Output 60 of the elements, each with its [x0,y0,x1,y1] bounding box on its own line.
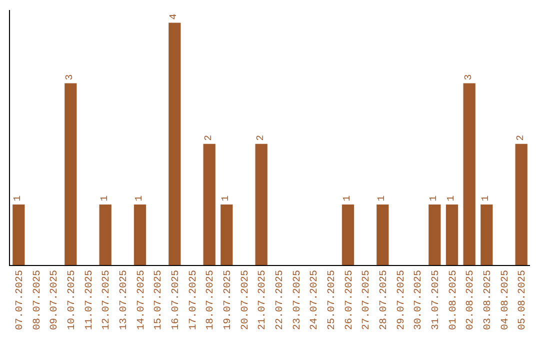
data-label: 1 [377,195,388,202]
data-label: 1 [429,195,440,202]
x-tick-label: 29.07.2025 [396,270,408,330]
x-tick-label: 12.07.2025 [102,270,113,330]
x-tick-label: 23.07.2025 [292,270,304,330]
x-tick-label: 19.07.2025 [222,270,234,330]
data-label: 4 [169,14,180,20]
x-tick-label: 26.07.2025 [344,270,356,330]
bar [446,204,458,265]
data-label: 3 [65,74,76,80]
x-tick-label: 25.07.2025 [326,270,338,330]
data-label: 2 [516,134,527,141]
x-tick-label: 08.07.2025 [32,270,44,330]
x-tick-label: 21.07.2025 [258,270,269,330]
x-tick-label: 31.07.2025 [430,270,442,330]
bar [134,204,146,265]
x-tick-label: 16.07.2025 [170,270,182,330]
bar [255,144,268,265]
bar [220,204,233,265]
x-tick-label: 03.08.2025 [482,270,494,330]
bar [463,83,476,265]
x-tick-label: 15.07.2025 [154,270,165,330]
data-label: 1 [342,195,354,202]
x-tick-label: 07.07.2025 [14,270,26,330]
x-tick-label: 13.07.2025 [118,270,130,330]
data-label: 3 [464,74,475,80]
x-tick-label: 11.07.2025 [84,270,96,330]
bar [64,83,77,265]
bar [480,204,493,265]
x-tick-label: 04.08.2025 [500,270,512,330]
bar [376,204,389,265]
data-label: 1 [13,195,24,202]
x-tick-label: 05.08.2025 [518,270,529,330]
x-tick-label: 02.08.2025 [466,270,477,330]
x-tick-label: 22.07.2025 [274,270,286,330]
bar [342,204,354,265]
x-tick-label: 20.07.2025 [240,270,252,330]
x-tick-label: 17.07.2025 [188,270,200,330]
data-label: 1 [134,195,146,202]
bar [12,204,25,265]
data-label: 1 [481,195,492,202]
data-label: 2 [204,134,215,141]
bar [99,204,112,265]
x-tick-label: 10.07.2025 [66,270,78,330]
data-label: 1 [100,195,111,202]
bar [203,144,216,265]
x-tick-label: 18.07.2025 [206,270,217,330]
x-tick-label: 28.07.2025 [378,270,390,330]
bar [428,204,441,265]
bar [515,144,528,265]
x-tick-label: 01.08.2025 [448,270,460,330]
x-tick-label: 27.07.2025 [362,270,373,330]
x-tick-label: 30.07.2025 [414,270,425,330]
x-tick-label: 24.07.2025 [310,270,321,330]
x-tick-label: 14.07.2025 [136,270,148,330]
bar [168,22,181,265]
data-label: 2 [256,134,267,141]
data-label: 1 [446,195,458,202]
data-label: 1 [221,195,232,202]
x-tick-label: 09.07.2025 [50,270,61,330]
